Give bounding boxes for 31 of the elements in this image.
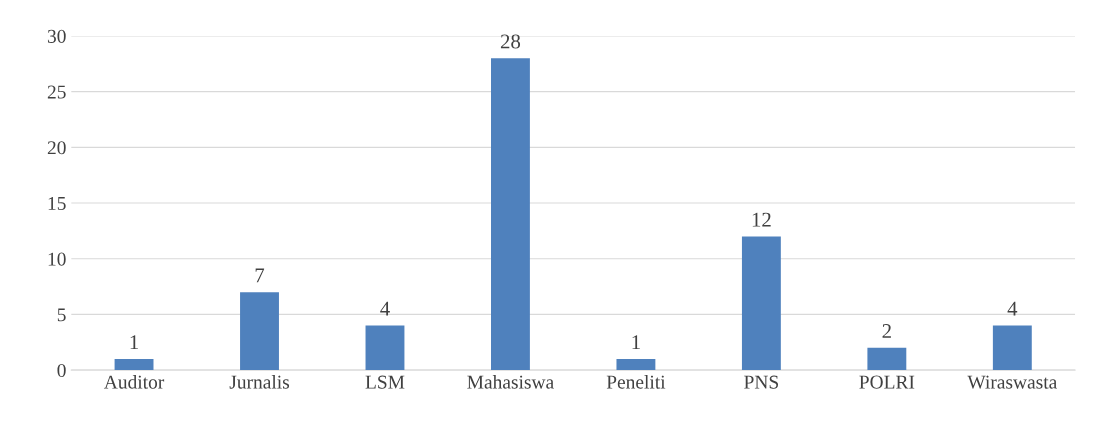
data-label: 4 [1007,301,1018,316]
x-tick-label: Mahasiswa [467,374,554,389]
data-label: 2 [882,324,891,338]
x-tick-label: Auditor [103,374,165,389]
x-tick-label: Jurnalis [229,374,290,389]
data-label: 1 [130,335,138,349]
bar [992,325,1032,371]
bar [114,358,154,371]
y-tick-label: 15 [48,196,66,210]
y-tick-label: 20 [47,141,66,155]
y-tick-label: 25 [47,85,66,99]
x-tick-label: POLRI [859,375,915,389]
bar [867,347,907,371]
bar [616,358,656,371]
data-label: 7 [255,268,265,283]
x-tick-label: Wiraswasta [967,375,1058,389]
data-label: 28 [500,34,521,49]
bar [365,325,405,371]
data-label: 12 [752,212,771,227]
y-tick-label: 30 [47,29,66,43]
y-tick-label: 10 [48,252,66,266]
x-tick-label: PNS [744,375,779,389]
bar [240,292,279,371]
y-tick-label: 5 [57,308,66,322]
x-tick-label: LSM [365,375,405,389]
bar [741,236,781,371]
data-label: 4 [380,301,390,316]
y-tick-label: 0 [57,363,66,378]
x-tick-label: Peneliti [606,374,666,389]
bar [491,58,530,371]
data-label: 1 [632,335,640,349]
